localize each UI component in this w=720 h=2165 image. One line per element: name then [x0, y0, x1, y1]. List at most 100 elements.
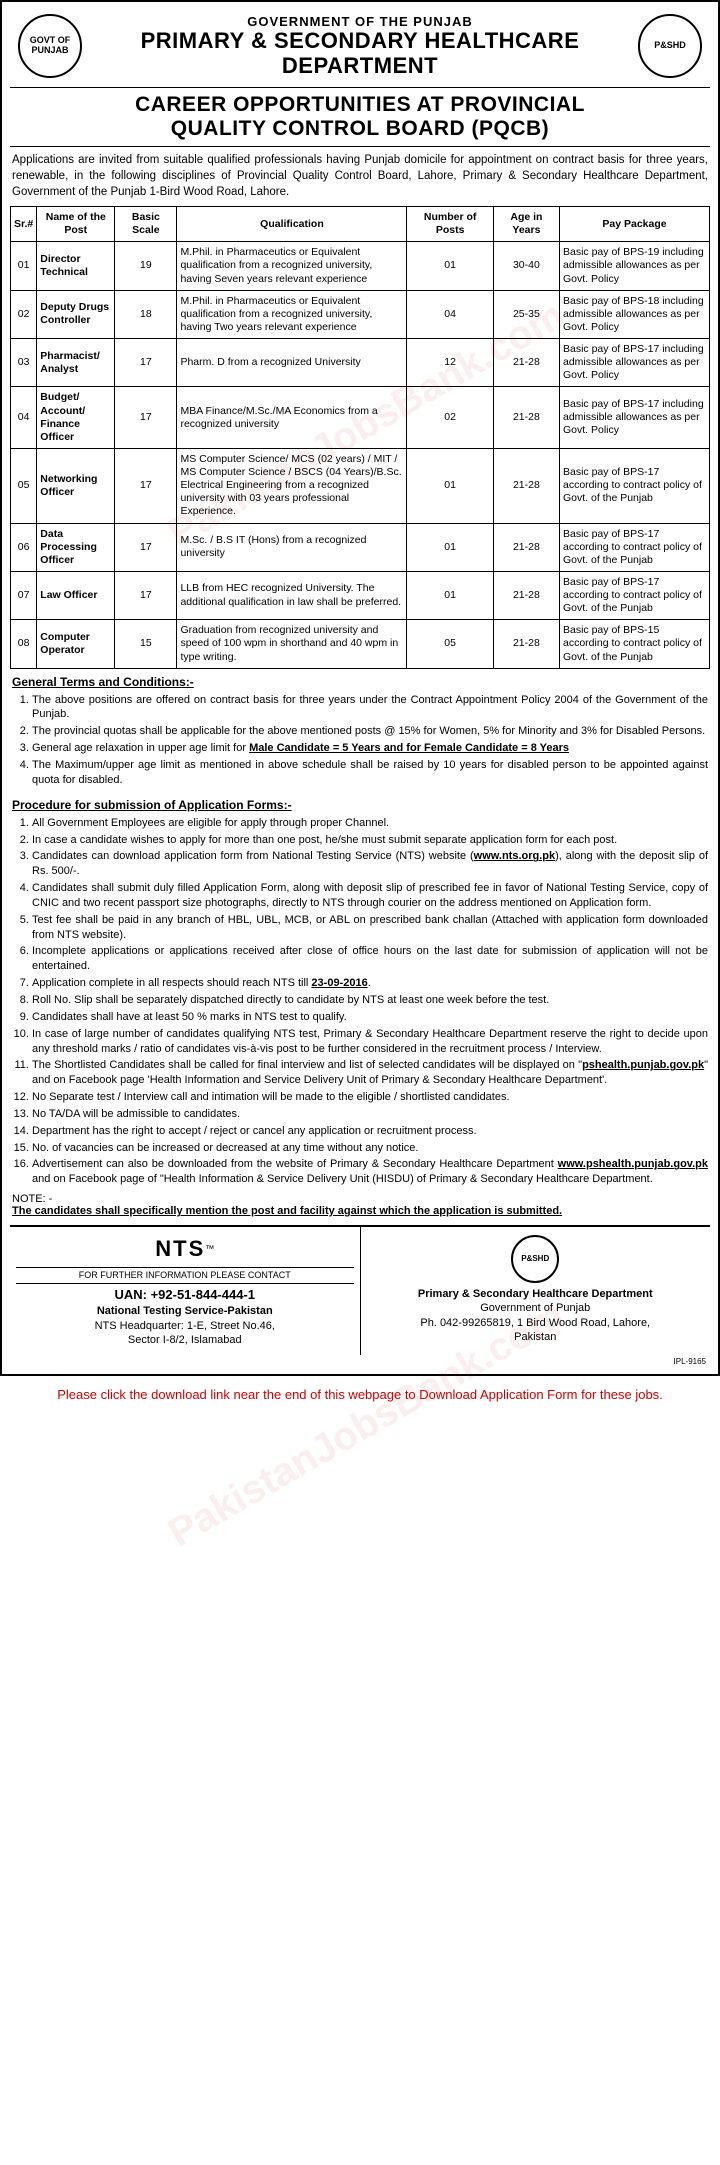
ipl-code: IPL-9165 — [10, 1355, 710, 1366]
cell-posts: 01 — [407, 448, 493, 523]
footer-dept-phone: Ph. 042-99265819, 1 Bird Wood Road, Laho… — [367, 1316, 705, 1330]
cell-posts: 05 — [407, 620, 493, 668]
table-header-row: Sr.# Name of the Post Basic Scale Qualif… — [11, 207, 710, 242]
cell-name: Data Processing Officer — [37, 523, 115, 571]
table-row: 02Deputy Drugs Controller18M.Phil. in Ph… — [11, 290, 710, 338]
emblem-icon: P&SHD — [511, 1235, 559, 1283]
cell-sr: 01 — [11, 242, 37, 290]
cell-age: 21-28 — [493, 339, 559, 387]
cell-scale: 17 — [115, 571, 177, 619]
footer-dept: P&SHD Primary & Secondary Healthcare Dep… — [361, 1227, 711, 1355]
procedure-item: Test fee shall be paid in any branch of … — [32, 913, 708, 943]
cell-qual: Pharm. D from a recognized University — [177, 339, 407, 387]
department-name-line1: PRIMARY & SECONDARY HEALTHCARE — [10, 29, 710, 53]
emblem-icon: GOVT OF PUNJAB — [18, 14, 82, 78]
cell-sr: 08 — [11, 620, 37, 668]
procedure-item: No TA/DA will be admissible to candidate… — [32, 1107, 708, 1122]
nts-org-name: National Testing Service-Pakistan — [16, 1304, 354, 1318]
cell-scale: 17 — [115, 387, 177, 449]
tm-icon: ™ — [205, 1243, 214, 1253]
terms-item: The provincial quotas shall be applicabl… — [32, 724, 708, 739]
cell-name: Computer Operator — [37, 620, 115, 668]
cell-qual: Graduation from recognized university an… — [177, 620, 407, 668]
table-row: 06Data Processing Officer17M.Sc. / B.S I… — [11, 523, 710, 571]
terms-item: General age relaxation in upper age limi… — [32, 741, 708, 756]
footer-nts: NTS™ FOR FURTHER INFORMATION PLEASE CONT… — [10, 1227, 361, 1355]
footer-dept-name: Primary & Secondary Healthcare Departmen… — [367, 1287, 705, 1301]
department-name-line2: DEPARTMENT — [10, 53, 710, 79]
table-row: 05Networking Officer17MS Computer Scienc… — [11, 448, 710, 523]
cell-name: Law Officer — [37, 571, 115, 619]
procedure-item: All Government Employees are eligible fo… — [32, 816, 708, 831]
cell-age: 21-28 — [493, 387, 559, 449]
cell-age: 21-28 — [493, 571, 559, 619]
career-title-line2: QUALITY CONTROL BOARD (PQCB) — [10, 117, 710, 141]
cell-name: Networking Officer — [37, 448, 115, 523]
career-title-line1: CAREER OPPORTUNITIES AT PROVINCIAL — [10, 93, 710, 117]
cell-qual: MBA Finance/M.Sc./MA Economics from a re… — [177, 387, 407, 449]
terms-item: The Maximum/upper age limit as mentioned… — [32, 758, 708, 788]
col-pay: Pay Package — [560, 207, 710, 242]
note-block: NOTE: - The candidates shall specificall… — [10, 1191, 710, 1219]
cell-scale: 17 — [115, 339, 177, 387]
nts-address-2: Sector I-8/2, Islamabad — [16, 1333, 354, 1347]
col-sr: Sr.# — [11, 207, 37, 242]
table-row: 04Budget/ Account/ Finance Officer17MBA … — [11, 387, 710, 449]
cell-posts: 01 — [407, 571, 493, 619]
advertisement-page: PakistanJobsBank.com PakistanJobsBank.co… — [0, 0, 720, 1376]
nts-uan: UAN: +92-51-844-444-1 — [16, 1287, 354, 1304]
procedure-item: Advertisement can also be downloaded fro… — [32, 1157, 708, 1187]
cell-pay: Basic pay of BPS-19 including admissible… — [560, 242, 710, 290]
procedure-item: Incomplete applications or applications … — [32, 944, 708, 974]
cell-posts: 12 — [407, 339, 493, 387]
table-row: 07Law Officer17LLB from HEC recognized U… — [11, 571, 710, 619]
govt-logo-left: GOVT OF PUNJAB — [18, 14, 82, 78]
intro-paragraph: Applications are invited from suitable q… — [10, 147, 710, 206]
cell-name: Director Technical — [37, 242, 115, 290]
cell-qual: M.Sc. / B.S IT (Hons) from a recognized … — [177, 523, 407, 571]
footer-dept-gov: Government of Punjab — [367, 1301, 705, 1315]
cell-pay: Basic pay of BPS-17 according to contrac… — [560, 571, 710, 619]
emblem-icon: P&SHD — [638, 14, 702, 78]
cell-pay: Basic pay of BPS-17 including admissible… — [560, 339, 710, 387]
government-line: GOVERNMENT OF THE PUNJAB — [10, 14, 710, 29]
cell-sr: 06 — [11, 523, 37, 571]
cell-scale: 18 — [115, 290, 177, 338]
cell-age: 30-40 — [493, 242, 559, 290]
cell-qual: MS Computer Science/ MCS (02 years) / MI… — [177, 448, 407, 523]
procedure-item: In case a candidate wishes to apply for … — [32, 833, 708, 848]
cell-age: 21-28 — [493, 620, 559, 668]
cell-qual: LLB from HEC recognized University. The … — [177, 571, 407, 619]
cell-pay: Basic pay of BPS-17 according to contrac… — [560, 523, 710, 571]
table-row: 01Director Technical19M.Phil. in Pharmac… — [11, 242, 710, 290]
procedure-item: Department has the right to accept / rej… — [32, 1124, 708, 1139]
procedure-item: Candidates shall have at least 50 % mark… — [32, 1010, 708, 1025]
col-posts: Number of Posts — [407, 207, 493, 242]
procedure-item: No Separate test / Interview call and in… — [32, 1090, 708, 1105]
cell-sr: 04 — [11, 387, 37, 449]
cell-posts: 02 — [407, 387, 493, 449]
note-label: NOTE: - — [12, 1193, 52, 1205]
nts-address-1: NTS Headquarter: 1-E, Street No.46, — [16, 1319, 354, 1333]
header: GOVT OF PUNJAB P&SHD GOVERNMENT OF THE P… — [10, 10, 710, 87]
cell-name: Pharmacist/ Analyst — [37, 339, 115, 387]
cell-scale: 17 — [115, 523, 177, 571]
cell-scale: 15 — [115, 620, 177, 668]
cell-qual: M.Phil. in Pharmaceutics or Equivalent q… — [177, 242, 407, 290]
procedure-list: All Government Employees are eligible fo… — [10, 814, 710, 1191]
cell-scale: 17 — [115, 448, 177, 523]
procedure-item: The Shortlisted Candidates shall be call… — [32, 1058, 708, 1088]
cell-qual: M.Phil. in Pharmaceutics or Equivalent q… — [177, 290, 407, 338]
cell-pay: Basic pay of BPS-17 according to contrac… — [560, 448, 710, 523]
table-row: 08Computer Operator15Graduation from rec… — [11, 620, 710, 668]
procedure-item: Candidates shall submit duly filled Appl… — [32, 881, 708, 911]
cell-posts: 04 — [407, 290, 493, 338]
cell-sr: 05 — [11, 448, 37, 523]
col-qualification: Qualification — [177, 207, 407, 242]
cell-sr: 07 — [11, 571, 37, 619]
cell-name: Budget/ Account/ Finance Officer — [37, 387, 115, 449]
footer: NTS™ FOR FURTHER INFORMATION PLEASE CONT… — [10, 1225, 710, 1355]
cell-pay: Basic pay of BPS-15 according to contrac… — [560, 620, 710, 668]
procedure-item: Roll No. Slip shall be separately dispat… — [32, 993, 708, 1008]
cell-name: Deputy Drugs Controller — [37, 290, 115, 338]
